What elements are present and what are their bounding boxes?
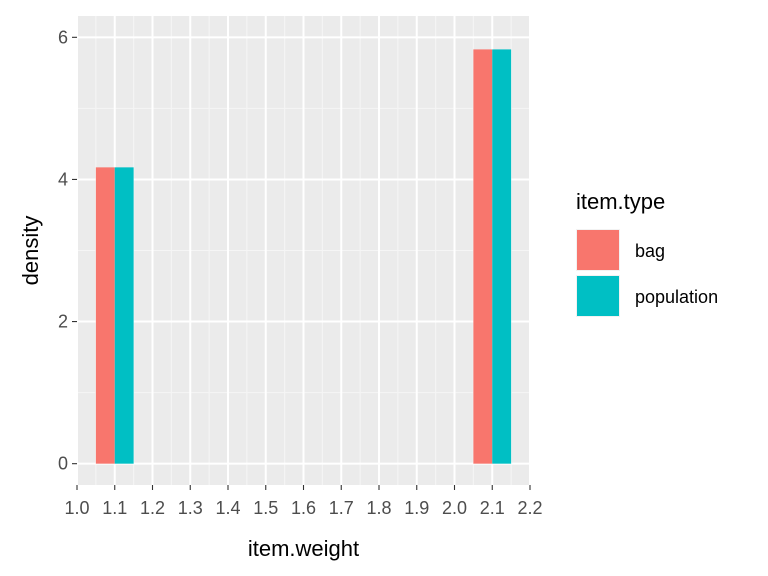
y-tick-label: 6 [58, 27, 68, 47]
x-tick-label: 1.8 [366, 498, 391, 518]
y-tick-label: 0 [58, 454, 68, 474]
x-tick-label: 1.3 [178, 498, 203, 518]
bar-bag-1 [473, 49, 493, 464]
x-tick-label: 1.6 [291, 498, 316, 518]
x-tick-label: 1.9 [404, 498, 429, 518]
x-axis: 1.0 1.1 1.2 1.3 1.4 1.5 1.6 1.7 1.8 1.9 2.0 2.1 2.2 [64, 485, 543, 518]
legend: item.type bag population [576, 189, 718, 317]
y-axis-title: density [18, 216, 43, 286]
x-tick-label: 1.1 [102, 498, 127, 518]
x-tick-label: 1.4 [215, 498, 240, 518]
x-tick-label: 2.2 [517, 498, 542, 518]
x-axis-title: item.weight [248, 536, 359, 561]
bars [95, 49, 512, 464]
x-tick-label: 1.0 [64, 498, 89, 518]
y-tick-label: 4 [58, 169, 68, 189]
legend-key-bag [577, 230, 619, 270]
bar-population-0 [114, 167, 134, 464]
x-tick-label: 1.2 [140, 498, 165, 518]
legend-key-population [577, 276, 619, 316]
legend-label-bag: bag [635, 241, 665, 261]
y-axis: 0 2 4 6 [58, 27, 77, 474]
bar-population-1 [492, 49, 512, 464]
x-tick-label: 1.7 [329, 498, 354, 518]
x-tick-label: 2.1 [480, 498, 505, 518]
legend-label-population: population [635, 287, 718, 307]
legend-title: item.type [576, 189, 665, 214]
x-tick-label: 2.0 [442, 498, 467, 518]
y-tick-label: 2 [58, 312, 68, 332]
bar-bag-0 [95, 167, 115, 464]
x-tick-label: 1.5 [253, 498, 278, 518]
